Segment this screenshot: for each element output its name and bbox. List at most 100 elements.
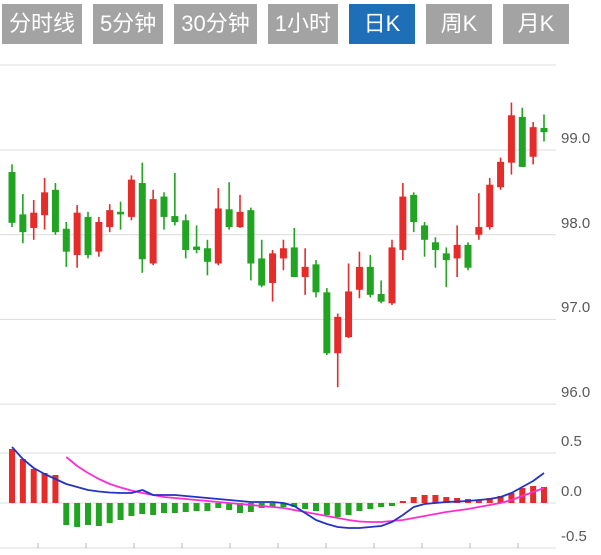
candle-body [149,199,157,264]
tab-1hour[interactable]: 1小时 [267,4,338,44]
candle-wick [478,193,480,240]
candle-body [30,212,38,228]
macd-bar [399,501,406,503]
macd-axis-label: 0.5 [561,433,582,450]
macd-bar [269,503,276,507]
candle-body [377,293,385,302]
macd-bar [443,497,450,503]
macd-bar [193,503,200,511]
macd-bar [280,503,287,507]
candle-body [106,210,114,228]
candle-body [51,189,59,233]
macd-bar [19,459,26,503]
candle-body [301,266,309,278]
candle-body [193,246,201,250]
candle-body [431,242,439,250]
dif-line [11,446,545,529]
macd-bar [334,503,341,517]
candle-body [279,248,287,259]
macd-bar [95,503,102,526]
candlestick-series [8,102,548,388]
price-axis-label: 97.0 [561,299,591,317]
candle-wick [195,225,198,254]
candle-body [127,179,135,217]
macd-bar [540,487,547,503]
timeframe-tabbar: 分时线 5分钟 30分钟 1小时 日K 周K 月K [2,4,569,44]
macd-bar [291,503,298,507]
candle-body [95,221,103,252]
macd-bar [302,503,309,509]
candle-wick [119,201,122,230]
macd-bar [530,486,537,503]
macd-bar [117,503,124,520]
tab-monthly-k[interactable]: 月K [503,4,569,44]
macd-bar [128,503,135,516]
candle-body [355,266,363,290]
macd-bar [410,497,417,503]
candle-wick [445,247,448,288]
candle-body [518,116,526,167]
candle-body [247,210,255,264]
candle-body [442,253,450,261]
macd-bar [52,475,59,503]
macd-bar [139,503,146,514]
candle-body [464,244,472,268]
price-axis-label: 99.0 [561,130,591,147]
macd-bar [182,503,189,512]
candle-wick [239,194,241,228]
macd-bar [367,503,374,509]
candle-body [290,247,298,278]
candle-body [421,225,429,240]
candle-body [323,292,331,354]
tab-daily-k[interactable]: 日K [349,4,415,44]
candle-body [399,196,407,250]
tab-5min[interactable]: 5分钟 [93,4,164,44]
tab-minute-line[interactable]: 分时线 [2,4,83,44]
macd-bar [454,498,461,503]
candle-body [453,244,461,259]
macd-bar [356,503,363,511]
candle-body [41,192,49,216]
tab-30min[interactable]: 30分钟 [174,4,257,44]
candle-wick [434,237,437,268]
macd-axis-label: 0.0 [561,483,582,500]
macd-bar [508,493,515,503]
candle-body [410,194,418,222]
macd-bar [345,503,352,515]
candle-body [366,266,374,295]
macd-histogram [9,449,547,527]
candle-body [486,184,494,228]
candle-body [388,247,396,304]
candle-body [160,196,168,217]
candle-body [62,228,70,252]
macd-bar [74,503,81,527]
macd-bar [312,503,319,511]
macd-bar [215,503,222,508]
candle-body [345,291,353,338]
macd-bar [160,503,167,513]
candle-body [529,127,537,157]
macd-bar [84,503,91,525]
price-axis-label: 98.0 [561,214,591,232]
candle-body [8,172,16,223]
macd-bar [421,495,428,503]
candle-body [19,214,27,233]
macd-bar [236,503,243,513]
candle-body [334,316,342,354]
macd-bar [247,503,254,512]
macd-bar [9,449,15,503]
macd-bar [63,503,70,525]
macd-bar [378,503,385,507]
tab-weekly-k[interactable]: 周K [426,4,492,44]
macd-bar [497,496,504,503]
macd-bar [323,503,330,515]
macd-bar [388,503,395,506]
candle-body [182,220,190,250]
candle-body [507,115,515,163]
candle-wick [174,172,176,226]
candle-body [73,212,81,256]
macd-bar [226,503,233,510]
macd-bar [475,500,482,503]
candle-body [117,211,125,215]
